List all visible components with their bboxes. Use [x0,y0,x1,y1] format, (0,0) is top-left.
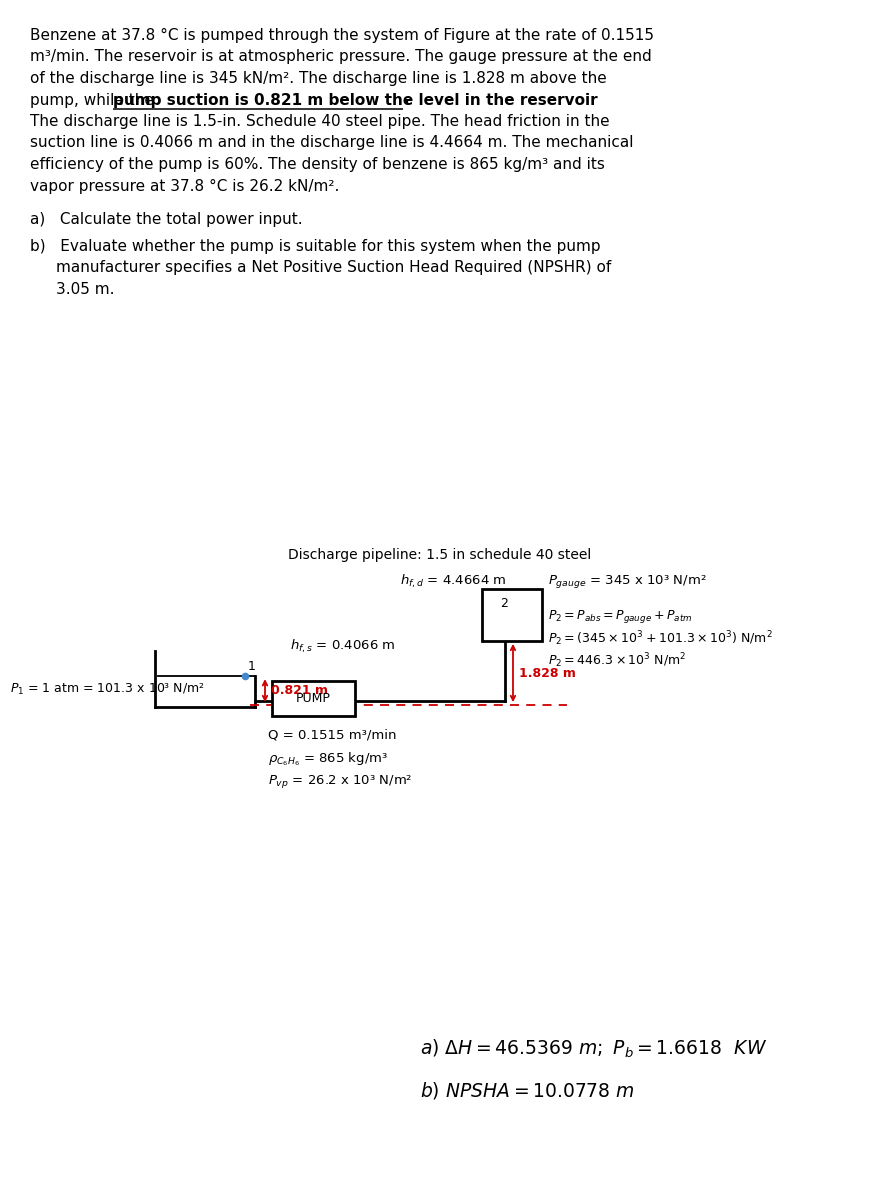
Text: vapor pressure at 37.8 °C is 26.2 kN/m².: vapor pressure at 37.8 °C is 26.2 kN/m². [30,179,339,193]
Text: suction line is 0.4066 m and in the discharge line is 4.4664 m. The mechanical: suction line is 0.4066 m and in the disc… [30,136,633,150]
Text: efficiency of the pump is 60%. The density of benzene is 865 kg/m³ and its: efficiency of the pump is 60%. The densi… [30,157,604,172]
Text: 1: 1 [248,660,255,673]
Text: m³/min. The reservoir is at atmospheric pressure. The gauge pressure at the end: m³/min. The reservoir is at atmospheric … [30,49,651,65]
Text: 1.828 m: 1.828 m [518,666,575,679]
Text: Discharge pipeline: 1.5 in schedule 40 steel: Discharge pipeline: 1.5 in schedule 40 s… [288,548,591,562]
Text: The discharge line is 1.5-in. Schedule 40 steel pipe. The head friction in the: The discharge line is 1.5-in. Schedule 4… [30,114,609,128]
Text: $P_2 = P_{abs} = P_{gauge} + P_{atm}$: $P_2 = P_{abs} = P_{gauge} + P_{atm}$ [547,608,692,625]
Text: $\rho_{C_6H_6}$ = 865 kg/m³: $\rho_{C_6H_6}$ = 865 kg/m³ [268,750,388,768]
Text: pump suction is 0.821 m below the level in the reservoir: pump suction is 0.821 m below the level … [113,92,597,108]
Text: Q = 0.1515 m³/min: Q = 0.1515 m³/min [268,728,397,740]
Text: b)   Evaluate whether the pump is suitable for this system when the pump: b) Evaluate whether the pump is suitable… [30,239,600,254]
Text: $P_{vp}$ = 26.2 x 10³ N/m²: $P_{vp}$ = 26.2 x 10³ N/m² [268,773,413,790]
Text: .: . [403,92,408,108]
Text: $a)\ \Delta H = 46.5369\ m;\ P_b = 1.6618\ \ KW$: $a)\ \Delta H = 46.5369\ m;\ P_b = 1.661… [420,1038,766,1061]
Text: a)   Calculate the total power input.: a) Calculate the total power input. [30,212,302,227]
Text: 0.821 m: 0.821 m [270,684,327,697]
Text: manufacturer specifies a Net Positive Suction Head Required (NPSHR) of: manufacturer specifies a Net Positive Su… [56,260,611,275]
Text: of the discharge line is 345 kN/m². The discharge line is 1.828 m above the: of the discharge line is 345 kN/m². The … [30,71,606,86]
Text: $h_{f,s}$ = 0.4066 m: $h_{f,s}$ = 0.4066 m [290,638,395,655]
Text: 2: 2 [500,598,507,610]
Text: Benzene at 37.8 °C is pumped through the system of Figure at the rate of 0.1515: Benzene at 37.8 °C is pumped through the… [30,28,653,43]
Text: $h_{f,d}$ = 4.4664 m: $h_{f,d}$ = 4.4664 m [399,572,506,590]
Text: $b)\ NPSHA = 10.0778\ m$: $b)\ NPSHA = 10.0778\ m$ [420,1080,634,1102]
Text: $P_2 = 446.3 \times 10^3\ \mathrm{N/m^2}$: $P_2 = 446.3 \times 10^3\ \mathrm{N/m^2}… [547,650,686,670]
Text: pump, while the: pump, while the [30,92,159,108]
Text: $P_1$ = 1 atm = 101.3 x 10³ N/m²: $P_1$ = 1 atm = 101.3 x 10³ N/m² [10,682,205,697]
Text: 3.05 m.: 3.05 m. [56,282,115,296]
Text: $P_2 = (345 \times 10^3 + 101.3 \times 10^3)\ \mathrm{N/m^2}$: $P_2 = (345 \times 10^3 + 101.3 \times 1… [547,630,772,648]
Text: $P_{gauge}$ = 345 x 10³ N/m²: $P_{gauge}$ = 345 x 10³ N/m² [547,572,706,590]
Text: PUMP: PUMP [296,692,330,704]
Bar [271,680,355,716]
Bar [481,589,542,641]
